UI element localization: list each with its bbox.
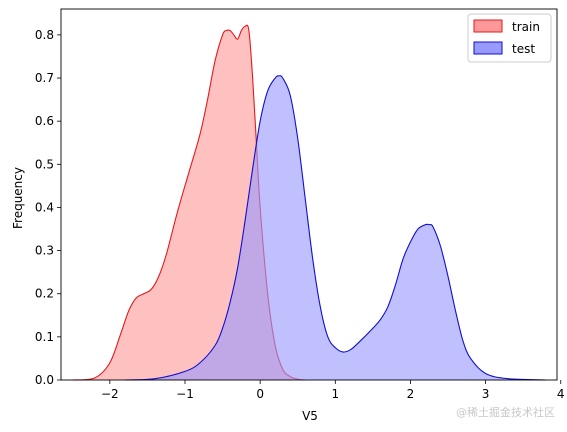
legend: train test [467,13,552,63]
y-tick-label: 0.0 [35,373,54,387]
legend-swatch-test [473,41,503,55]
y-tick-label: 0.7 [35,71,54,85]
legend-label-train: train [512,20,540,34]
x-tick-label: 2 [407,387,415,401]
x-tick-label: 0 [256,387,264,401]
plot-frame [60,8,558,381]
axes: −2 −1 0 1 2 3 4 0.0 0.1 0.2 0.3 0.4 0.5 0.6 0.7 0.8 [35,8,565,401]
y-tick-label: 0.5 [35,157,54,171]
x-tick-label: −1 [176,387,194,401]
plot-area [72,24,546,381]
x-tick-label: −2 [101,387,119,401]
y-tick-label: 0.8 [35,28,54,42]
x-tick-label: 3 [482,387,490,401]
y-tick-label: 0.4 [35,200,54,214]
x-tick-label: 1 [331,387,339,401]
y-axis-label: Frequency [11,167,25,229]
legend-swatch-train [473,19,503,33]
y-tick-label: 0.6 [35,114,54,128]
series-line-test [124,75,546,381]
x-tick-label: 4 [557,387,565,401]
legend-label-test: test [512,42,535,56]
x-axis-label: V5 [302,409,318,423]
y-tick-label: 0.1 [35,330,54,344]
watermark: @稀土掘金技术社区 [456,406,555,419]
y-tick-label: 0.2 [35,287,54,301]
y-tick-label: 0.3 [35,244,54,258]
